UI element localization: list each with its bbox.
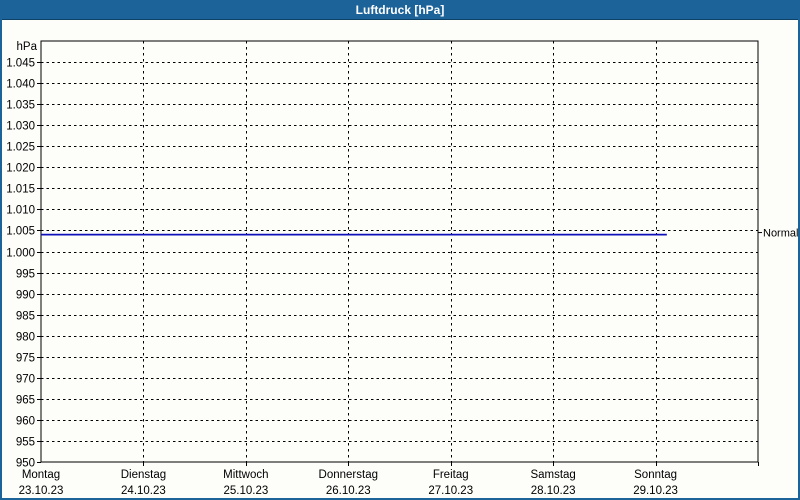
- y-tick-label: 985: [16, 311, 35, 323]
- window-title: Luftdruck [hPa]: [355, 3, 445, 17]
- normal-reference-label: Normal: [763, 228, 798, 240]
- y-tick-label: 975: [16, 353, 35, 365]
- x-date-label: 26.10.23: [326, 485, 371, 497]
- x-weekday-label: Samstag: [530, 469, 575, 481]
- y-axis-unit-label: hPa: [17, 41, 38, 53]
- y-tick-label: 1.020: [6, 163, 35, 175]
- x-weekday-label: Montag: [22, 469, 60, 481]
- x-date-label: 24.10.23: [121, 485, 166, 497]
- x-weekday-label: Freitag: [433, 469, 469, 481]
- y-tick-label: 980: [16, 332, 35, 344]
- y-tick-label: 960: [16, 416, 35, 428]
- plot-border: [40, 40, 759, 463]
- y-tick-label: 950: [16, 458, 35, 470]
- title-bar: Luftdruck [hPa]: [2, 2, 798, 20]
- x-weekday-label: Mittwoch: [223, 469, 268, 481]
- y-tick-label: 1.045: [6, 58, 35, 70]
- x-date-label: 28.10.23: [531, 485, 576, 497]
- x-date-label: 29.10.23: [633, 485, 678, 497]
- y-tick-label: 1.035: [6, 100, 35, 112]
- x-date-label: 27.10.23: [428, 485, 473, 497]
- x-weekday-label: Donnerstag: [319, 469, 378, 481]
- chart-area: 1.045 1.040 1.035 1.030 1.025 1.020 1.015 1.010…: [2, 20, 798, 498]
- y-tick-label: 1.025: [6, 142, 35, 154]
- y-tick-label: 1.015: [6, 184, 35, 196]
- y-tick-label: 965: [16, 395, 35, 407]
- y-tick-label: 970: [16, 374, 35, 386]
- y-tick-label: 1.005: [6, 226, 35, 238]
- y-tick-label: 990: [16, 290, 35, 302]
- y-tick-label: 1.030: [6, 121, 35, 133]
- y-tick-label: 1.000: [6, 248, 35, 260]
- y-tick-label: 1.040: [6, 79, 35, 91]
- x-weekday-label: Sonntag: [634, 469, 677, 481]
- y-tick-label: 955: [16, 437, 35, 449]
- y-tick-label: 1.010: [6, 205, 35, 217]
- x-date-label: 23.10.23: [19, 485, 64, 497]
- y-tick-label: 995: [16, 269, 35, 281]
- pressure-chart: 1.045 1.040 1.035 1.030 1.025 1.020 1.015 1.010…: [6, 40, 798, 497]
- x-weekday-label: Dienstag: [121, 469, 166, 481]
- x-date-label: 25.10.23: [223, 485, 268, 497]
